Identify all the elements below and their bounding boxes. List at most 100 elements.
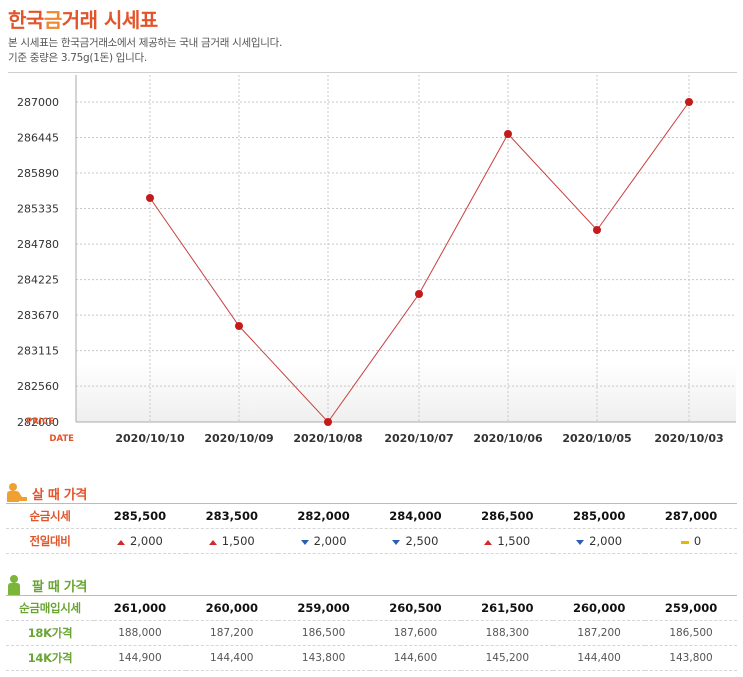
y-tick-label: 282560 [17,380,59,393]
y-tick-label: 282000 [17,416,59,429]
sell-price-cell: 187,200 [185,620,278,646]
sell-price-cell: 188,000 [94,620,186,646]
arrow-down-icon [392,539,401,545]
y-axis-title: PRICE [26,417,54,427]
title-part-3: 거래 시세표 [61,8,158,32]
buy-price-header: 살 때 가격 [6,482,87,504]
daily-change-value: 2,000 [589,534,623,548]
buy-price-cell: 286,500 [461,503,554,529]
row-header-daily-change: 전일대비 [6,528,94,554]
sell-row-header: 18K가격 [6,620,94,646]
daily-change-value: 0 [693,534,702,548]
daily-change-value: 2,000 [129,534,163,548]
y-tick-label: 283670 [17,309,59,322]
sell-price-cell: 145,200 [461,645,554,671]
title-part-2: 금 [43,8,62,32]
sell-price-title: 팔 때 가격 [32,579,88,595]
sell-price-cell: 188,300 [461,620,554,646]
sell-price-cell: 143,800 [645,645,737,671]
daily-change-cell: 2,500 [369,528,462,554]
data-point [685,98,693,106]
daily-change-cell: 2,000 [94,528,186,554]
price-line-chart: 287000 286445 285890 285335 284780 284225 2836… [17,75,736,445]
arrow-down-icon [300,539,309,545]
sell-price-cell: 260,000 [553,595,646,621]
buyer-person-icon [7,483,27,502]
x-tick-label: 2020/10/07 [384,432,453,445]
sell-price-cell: 261,500 [461,595,554,621]
buy-price-cell: 283,500 [185,503,278,529]
x-tick-label: 2020/10/09 [204,432,273,445]
sell-price-cell: 144,400 [553,645,646,671]
sell-price-cell: 144,400 [185,645,278,671]
description-line-1: 본 시세표는 한국금거래소에서 제공하는 국내 금거래 시세입니다. [8,37,282,49]
data-point [235,322,243,330]
daily-change-cell: 1,500 [185,528,278,554]
row-header-pure-gold: 순금시세 [6,503,94,529]
sell-price-cell: 187,600 [369,620,462,646]
x-tick-label: 2020/10/10 [115,432,185,445]
title-part-1: 한국 [8,8,44,32]
sell-price-cell: 260,000 [185,595,278,621]
page-title: 한국금거래 시세표 [8,4,158,33]
y-tick-label: 284780 [17,238,59,251]
no-change-icon [680,540,689,544]
sell-price-header: 팔 때 가격 [6,574,87,596]
y-tick-label: 285890 [17,167,59,180]
arrow-up-icon [116,539,125,545]
sell-price-cell: 186,500 [645,620,737,646]
daily-change-cell: 0 [645,528,737,554]
daily-change-cell: 2,000 [277,528,370,554]
sell-price-cell: 260,500 [369,595,462,621]
x-tick-label: 2020/10/06 [473,432,543,445]
sell-row-header: 순금매입시세 [6,595,94,621]
header-divider [8,72,737,73]
sell-price-cell: 186,500 [277,620,370,646]
buy-price-cell: 282,000 [277,503,370,529]
sell-price-cell: 259,000 [645,595,737,621]
sell-price-cell: 144,600 [369,645,462,671]
arrow-up-icon [208,539,217,545]
sell-price-table: 순금매입시세 261,000 260,000 259,000 260,500 261,50… [6,595,737,671]
arrow-up-icon [484,539,493,545]
buy-price-cell: 284,000 [369,503,462,529]
y-tick-label: 284225 [17,274,59,287]
sell-price-cell: 261,000 [94,595,186,621]
seller-person-icon [8,575,20,595]
plot-bottom-shade [76,362,736,422]
daily-change-cell: 2,000 [553,528,646,554]
daily-change-value: 2,500 [405,534,439,548]
x-tick-label: 2020/10/05 [562,432,631,445]
sell-price-cell: 187,200 [553,620,646,646]
y-tick-label: 286445 [17,132,59,145]
data-point [146,194,154,202]
buy-price-table: 순금시세 285,500 283,500 282,000 284,000 286… [6,503,737,554]
x-tick-label: 2020/10/08 [293,432,362,445]
x-tick-label: 2020/10/03 [654,432,723,445]
y-tick-label: 287000 [17,96,59,109]
buy-price-cell: 285,500 [94,503,186,529]
y-tick-label: 285335 [17,203,59,216]
table-row: 14K가격 144,900 144,400 143,800 144,600 145,200… [6,645,737,671]
daily-change-cell: 1,500 [461,528,554,554]
data-point [593,226,601,234]
sell-price-cell: 144,900 [94,645,186,671]
table-row: 전일대비 2,000 1,500 2,000 2,500 1,500 2,000 0 [6,528,737,554]
daily-change-value: 2,000 [313,534,347,548]
data-point [415,290,423,298]
buy-price-title: 살 때 가격 [32,487,88,503]
x-axis-title: DATE [49,434,74,444]
daily-change-value: 1,500 [221,534,255,548]
arrow-down-icon [576,539,585,545]
data-point [504,130,512,138]
description-line-2: 기준 중량은 3.75g(1돈) 입니다. [8,52,147,64]
buy-price-cell: 287,000 [645,503,737,529]
y-tick-label: 283115 [17,345,59,358]
sell-row-header: 14K가격 [6,645,94,671]
table-row: 18K가격 188,000 187,200 186,500 187,600 188,300… [6,620,737,646]
daily-change-value: 1,500 [497,534,531,548]
sell-price-cell: 259,000 [277,595,370,621]
table-row: 순금매입시세 261,000 260,000 259,000 260,500 261,50… [6,595,737,621]
sell-price-cell: 143,800 [277,645,370,671]
buy-price-cell: 285,000 [553,503,646,529]
